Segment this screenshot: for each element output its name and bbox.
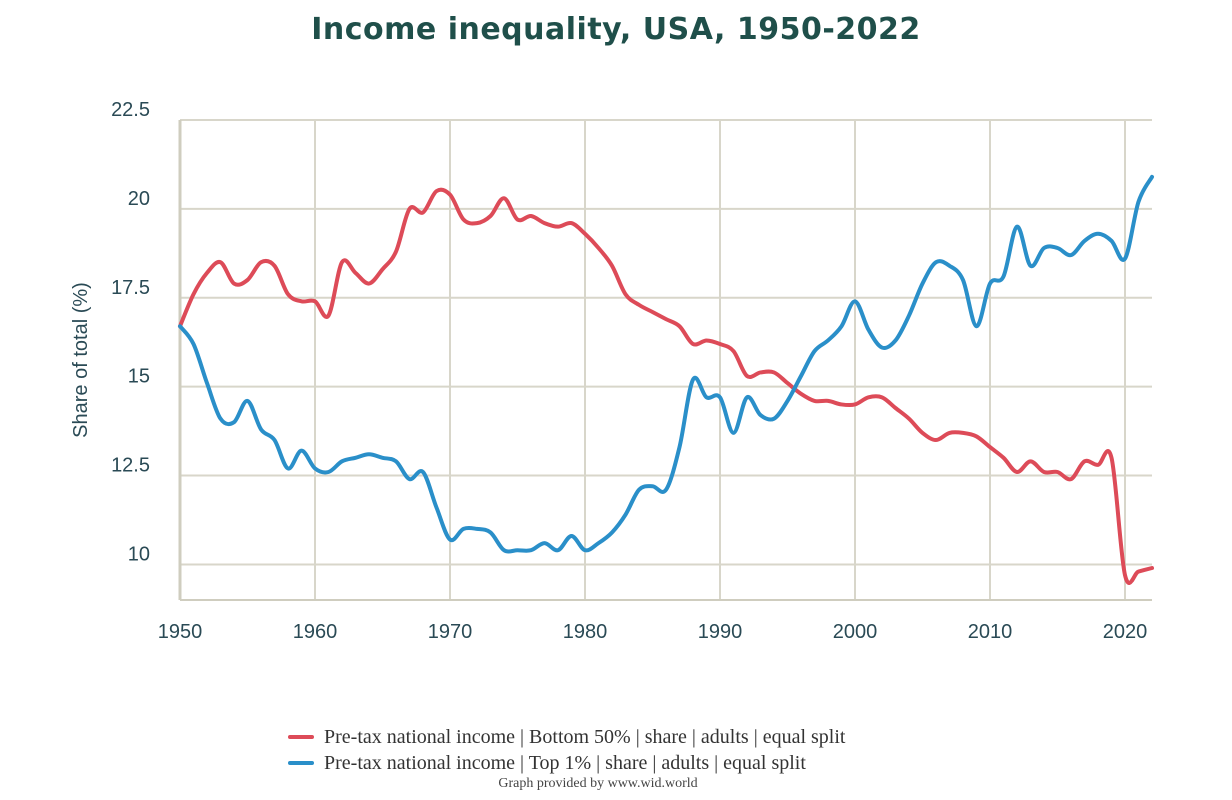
x-tick-label: 1980 xyxy=(563,621,608,643)
series-line-top-1[interactable] xyxy=(178,174,1154,554)
x-tick-label: 2010 xyxy=(968,621,1013,643)
x-tick-label: 1960 xyxy=(293,621,338,643)
legend-label-top-1: Pre-tax national income | Top 1% | share… xyxy=(324,751,806,774)
series-line-bottom-50[interactable] xyxy=(178,187,1154,585)
axes xyxy=(178,120,1152,601)
y-tick-label: 17.5 xyxy=(111,277,150,299)
chart-legend: Pre-tax national income | Bottom 50% | s… xyxy=(288,724,845,776)
series-lines xyxy=(178,174,1154,585)
legend-swatch-bottom-50 xyxy=(288,735,314,739)
x-tick-label: 2000 xyxy=(833,621,878,643)
y-tick-label: 22.5 xyxy=(111,99,150,121)
graph-credit[interactable]: Graph provided by www.wid.world xyxy=(498,776,698,791)
x-tick-label: 1990 xyxy=(698,621,743,643)
y-tick-label: 20 xyxy=(128,188,150,210)
legend-item-top-1[interactable]: Pre-tax national income | Top 1% | share… xyxy=(288,750,845,776)
legend-item-bottom-50[interactable]: Pre-tax national income | Bottom 50% | s… xyxy=(288,724,845,750)
x-tick-label: 1950 xyxy=(158,621,203,643)
x-tick-label: 2020 xyxy=(1103,621,1148,643)
y-axis-ticks: 10 12.5 15 17.5 20 22.5 xyxy=(111,99,150,565)
legend-swatch-top-1 xyxy=(288,761,314,765)
gridlines xyxy=(179,119,1152,600)
x-tick-label: 1970 xyxy=(428,621,473,643)
y-tick-label: 15 xyxy=(128,366,150,388)
legend-label-bottom-50: Pre-tax national income | Bottom 50% | s… xyxy=(324,725,846,748)
y-axis-title: Share of total (%) xyxy=(70,282,92,438)
chart-title: Income inequality, USA, 1950-2022 xyxy=(311,12,921,47)
y-tick-label: 10 xyxy=(128,543,150,565)
x-axis-ticks: 1950 1960 1970 1980 1990 2000 2010 2020 xyxy=(158,621,1148,643)
y-tick-label: 12.5 xyxy=(111,455,150,477)
